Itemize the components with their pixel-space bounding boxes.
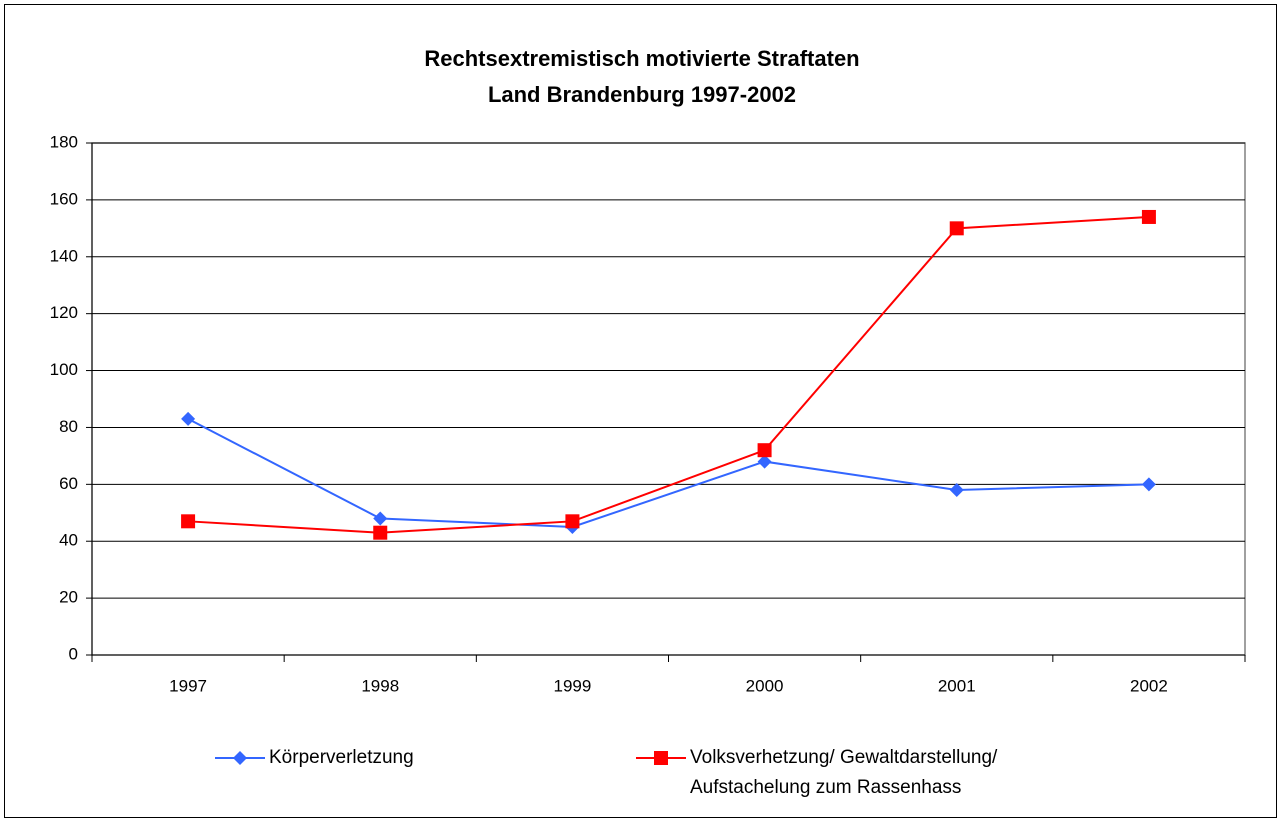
point bbox=[373, 525, 388, 540]
point bbox=[654, 751, 668, 765]
y-tick-label: 80 bbox=[59, 417, 78, 436]
chart-title: Land Brandenburg 1997-2002 bbox=[488, 82, 796, 107]
point bbox=[949, 483, 964, 498]
y-tick-label: 100 bbox=[50, 360, 78, 379]
y-tick-label: 60 bbox=[59, 474, 78, 493]
x-tick-label: 2000 bbox=[746, 676, 784, 695]
chart-title: Rechtsextremistisch motivierte Straftate… bbox=[424, 46, 859, 71]
plot-frame bbox=[91, 142, 1246, 656]
point bbox=[1141, 209, 1156, 224]
point bbox=[565, 514, 580, 529]
y-tick-label: 40 bbox=[59, 531, 78, 550]
y-tick-label: 180 bbox=[50, 132, 78, 151]
point bbox=[1141, 477, 1156, 492]
chart-frame bbox=[4, 4, 1277, 818]
y-tick-label: 20 bbox=[59, 588, 78, 607]
series-line bbox=[188, 215, 1149, 534]
x-tick-label: 2001 bbox=[938, 676, 976, 695]
x-tick-label: 1999 bbox=[554, 676, 592, 695]
x-tick-label: 1998 bbox=[361, 676, 399, 695]
x-tick-label: 1997 bbox=[169, 676, 207, 695]
y-tick-label: 160 bbox=[50, 189, 78, 208]
y-tick-label: 120 bbox=[50, 303, 78, 322]
x-tick-label: 2002 bbox=[1130, 676, 1168, 695]
y-tick-label: 140 bbox=[50, 246, 78, 265]
point bbox=[233, 751, 247, 765]
y-tick-label: 0 bbox=[69, 644, 78, 663]
legend-label: Volksverhetzung/ Gewaltdarstellung/ Aufs… bbox=[690, 747, 998, 798]
point bbox=[181, 514, 196, 529]
point bbox=[181, 411, 196, 426]
legend-label: Körperverletzung bbox=[269, 747, 414, 768]
point bbox=[757, 454, 772, 469]
series-line bbox=[187, 418, 1149, 529]
point bbox=[949, 221, 964, 236]
point bbox=[373, 511, 388, 526]
point bbox=[757, 443, 772, 458]
